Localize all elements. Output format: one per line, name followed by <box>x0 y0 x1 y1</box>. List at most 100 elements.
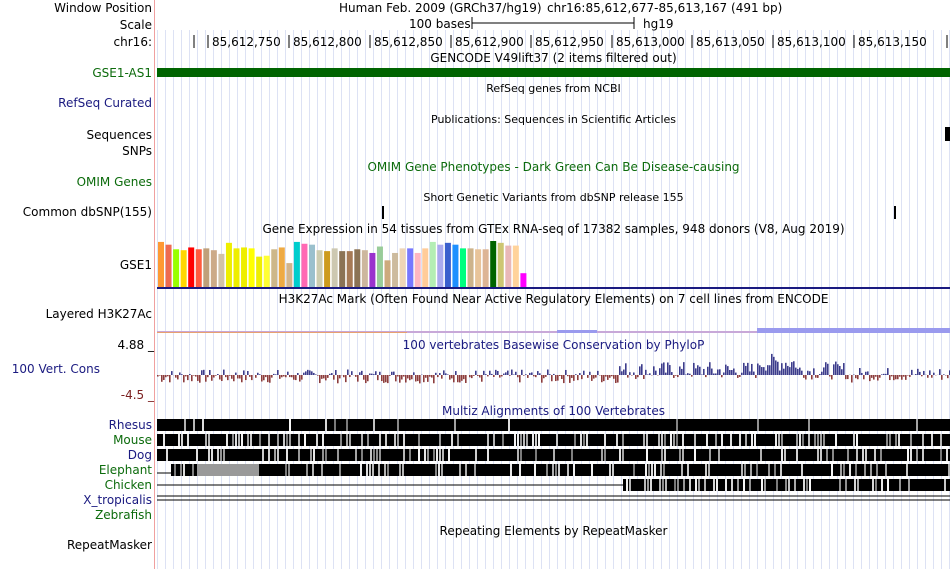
species-label-rhesus[interactable]: Rhesus <box>108 418 152 432</box>
phylop-bar <box>841 369 843 375</box>
multiz-gap <box>662 479 664 491</box>
phylop-bar <box>933 372 935 375</box>
phylop-bar <box>319 375 321 384</box>
multiz-gap <box>366 464 368 476</box>
track-label-gse1[interactable]: GSE1 <box>119 258 152 272</box>
multiz-gap <box>183 464 185 476</box>
species-label-x-tropicalis[interactable]: X_tropicalis <box>83 493 152 507</box>
phylop-bar <box>363 375 365 380</box>
track-label-vert-cons[interactable]: 100 Vert. Cons <box>11 362 100 376</box>
phylop-bar <box>655 370 657 375</box>
multiz-gap <box>808 434 810 446</box>
phylop-bar <box>197 375 199 381</box>
multiz-gap <box>659 479 661 491</box>
multiz-gap <box>629 479 631 491</box>
refseq-title: RefSeq genes from NCBI <box>486 82 621 95</box>
species-label-chicken[interactable]: Chicken <box>104 478 152 492</box>
phylop-bar <box>517 375 519 378</box>
phylop-bar <box>893 375 895 381</box>
phylop-bar <box>263 375 265 381</box>
gtex-bar <box>429 241 436 287</box>
phylop-bar <box>611 375 613 377</box>
phylop-bar <box>179 372 181 375</box>
gtex-bar <box>158 241 164 287</box>
multiz-gap <box>931 434 933 446</box>
phylop-bar <box>321 375 323 379</box>
track-label-sequences[interactable]: Sequences <box>86 128 152 142</box>
multiz-gap <box>558 464 560 476</box>
multiz-gap <box>820 434 822 446</box>
phylop-bar <box>665 372 667 375</box>
multiz-gap <box>361 449 363 461</box>
species-label-zebrafish[interactable]: Zebrafish <box>95 508 152 522</box>
phylop-bar <box>885 373 887 375</box>
phylop-bar <box>911 369 913 375</box>
gtex-bar <box>369 252 376 287</box>
phylop-bar <box>923 370 925 375</box>
phylop-bar <box>207 375 209 378</box>
phylop-bar <box>265 375 267 378</box>
track-label-repeatmasker[interactable]: RepeatMasker <box>66 538 152 552</box>
phylop-bar <box>901 375 903 380</box>
track-label-refseq[interactable]: RefSeq Curated <box>58 96 152 110</box>
phylop-title: 100 vertebrates Basewise Conservation by… <box>402 338 705 352</box>
track-label-gse1-as1[interactable]: GSE1-AS1 <box>92 66 152 80</box>
phylop-bar <box>823 367 825 375</box>
multiz-gap <box>756 464 758 476</box>
multiz-gap <box>754 434 756 446</box>
multiz-gap <box>538 434 540 446</box>
phylop-bar <box>573 375 575 381</box>
phylop-bar <box>583 370 585 375</box>
gtex-bar <box>241 247 248 287</box>
track-label-h3k27ac[interactable]: Layered H3K27Ac <box>45 307 152 321</box>
multiz-gap <box>874 449 876 461</box>
multiz-gap <box>196 449 198 461</box>
multiz-gap <box>799 434 801 446</box>
multiz-gap <box>658 434 660 446</box>
phylop-bar <box>157 375 159 377</box>
multiz-gap <box>523 434 525 446</box>
track-label-snps[interactable]: SNPs <box>122 144 152 158</box>
species-label-elephant[interactable]: Elephant <box>98 463 152 477</box>
phylop-bar <box>369 373 371 375</box>
phylop-bar <box>717 369 719 375</box>
species-label-dog[interactable]: Dog <box>127 448 152 462</box>
multiz-gap <box>713 479 715 491</box>
phylop-bar <box>785 362 787 375</box>
multiz-gap <box>439 434 441 446</box>
gtex-bar <box>497 242 504 287</box>
species-label-mouse[interactable]: Mouse <box>113 433 152 447</box>
phylop-bar <box>311 371 313 375</box>
multiz-gap <box>646 434 648 446</box>
phylop-bar <box>493 375 495 377</box>
multiz-gap <box>853 434 855 446</box>
snp-feature <box>382 206 384 219</box>
track-label-common-snp[interactable]: Common dbSNP(155) <box>22 205 152 219</box>
phylop-bar <box>187 375 189 381</box>
phylop-bar <box>917 368 919 375</box>
phylop-bar <box>361 370 363 375</box>
phylop-bar <box>775 360 777 375</box>
phylop-bar <box>295 375 297 381</box>
multiz-gap <box>907 449 909 461</box>
multiz-gap <box>839 479 841 491</box>
browser-image[interactable]: 85,612,750 85,612,800 85,612,850 85,612,900… <box>157 0 950 569</box>
multiz-gap <box>268 449 270 461</box>
phylop-bar <box>831 375 833 380</box>
multiz-gap <box>910 449 912 461</box>
phylop-bar <box>899 375 901 377</box>
phylop-bar <box>693 362 695 375</box>
multiz-gap <box>289 434 291 446</box>
phylop-bar <box>681 368 683 375</box>
phylop-bar <box>185 375 187 377</box>
multiz-gap <box>313 449 315 461</box>
ruler-tick-label: 85,612,900 <box>455 35 524 49</box>
multiz-gap <box>325 419 327 431</box>
track-label-omim[interactable]: OMIM Genes <box>76 175 152 189</box>
multiz-gap <box>580 434 582 446</box>
phylop-bar <box>835 361 837 375</box>
multiz-gap <box>298 449 300 461</box>
multiz-gap <box>899 479 901 491</box>
multiz-gap <box>845 479 847 491</box>
multiz-gap <box>664 449 666 461</box>
